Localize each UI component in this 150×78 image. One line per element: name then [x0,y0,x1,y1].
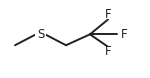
FancyBboxPatch shape [35,30,46,39]
FancyBboxPatch shape [103,9,112,19]
Text: F: F [105,8,111,21]
Text: F: F [121,28,128,41]
Text: S: S [37,28,44,41]
FancyBboxPatch shape [103,47,112,56]
Text: F: F [105,45,111,58]
FancyBboxPatch shape [120,30,129,39]
